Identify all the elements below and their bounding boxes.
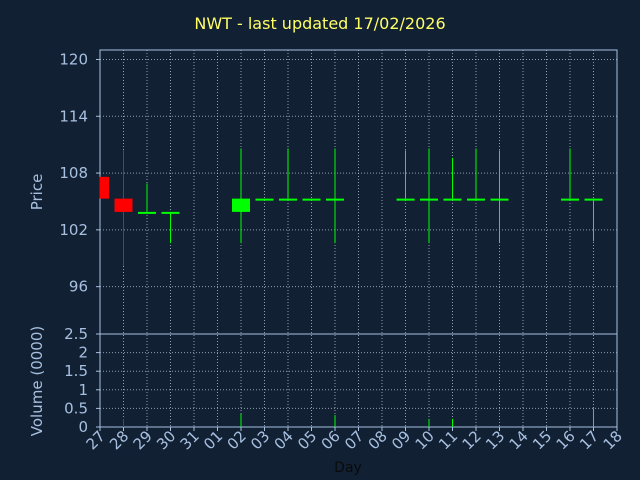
- candle-body: [255, 198, 274, 201]
- price-tick-label: 120: [59, 50, 88, 68]
- candle-body: [420, 198, 438, 201]
- x-tick-label: 29: [130, 427, 156, 453]
- candle-body: [161, 211, 180, 214]
- candle-body: [302, 198, 321, 201]
- x-tick-label: 02: [224, 427, 250, 453]
- x-tick-label: 16: [553, 427, 579, 453]
- x-tick-label: 06: [318, 427, 344, 453]
- x-tick-label: 30: [153, 427, 179, 453]
- candle-body: [326, 198, 344, 201]
- volume-tick-label: 0.5: [64, 399, 88, 417]
- x-tick-label: 05: [294, 427, 320, 453]
- candle-body: [114, 198, 133, 212]
- x-tick-label: 09: [388, 427, 414, 453]
- x-tick-label: 12: [459, 427, 485, 453]
- price-tick-label: 114: [59, 107, 88, 125]
- volume-tick-label: 1.5: [64, 362, 88, 380]
- candle-body: [467, 198, 485, 201]
- x-tick-label: 13: [482, 427, 508, 453]
- x-tick-label: 10: [412, 427, 438, 453]
- candle-body: [232, 198, 250, 212]
- x-tick-label: 14: [506, 427, 532, 453]
- x-tick-label: 18: [600, 427, 626, 453]
- x-tick-label: 11: [435, 427, 461, 453]
- volume-tick-label: 0: [78, 418, 88, 436]
- x-tick-label: 28: [106, 427, 132, 453]
- x-tick-label: 07: [341, 427, 367, 453]
- x-tick-label: 31: [177, 427, 203, 453]
- chart-title: NWT - last updated 17/02/2026: [194, 14, 446, 33]
- volume-tick-label: 1: [78, 381, 88, 399]
- price-axis-label: Price: [28, 174, 46, 211]
- x-tick-label: 15: [529, 427, 555, 453]
- price-tick-label: 108: [59, 164, 88, 182]
- candle-body: [100, 176, 109, 199]
- x-tick-label: 08: [365, 427, 391, 453]
- x-axis-label: Day: [334, 460, 362, 476]
- x-tick-label: 04: [271, 427, 297, 453]
- candle-body: [138, 211, 156, 214]
- price-tick-label: 102: [59, 221, 88, 239]
- volume-tick-label: 2: [78, 344, 88, 362]
- candle-body: [396, 198, 415, 201]
- volume-axis-label: Volume (0000): [28, 326, 46, 436]
- candle-body: [279, 198, 297, 201]
- candle-body: [443, 198, 462, 201]
- volume-tick-label: 2.5: [64, 325, 88, 343]
- x-tick-label: 01: [200, 427, 226, 453]
- candle-body: [561, 198, 579, 201]
- candle-body: [584, 198, 603, 201]
- x-tick-label: 03: [247, 427, 273, 453]
- price-tick-label: 96: [69, 278, 88, 296]
- x-tick-label: 17: [576, 427, 602, 453]
- candle-body: [490, 198, 509, 201]
